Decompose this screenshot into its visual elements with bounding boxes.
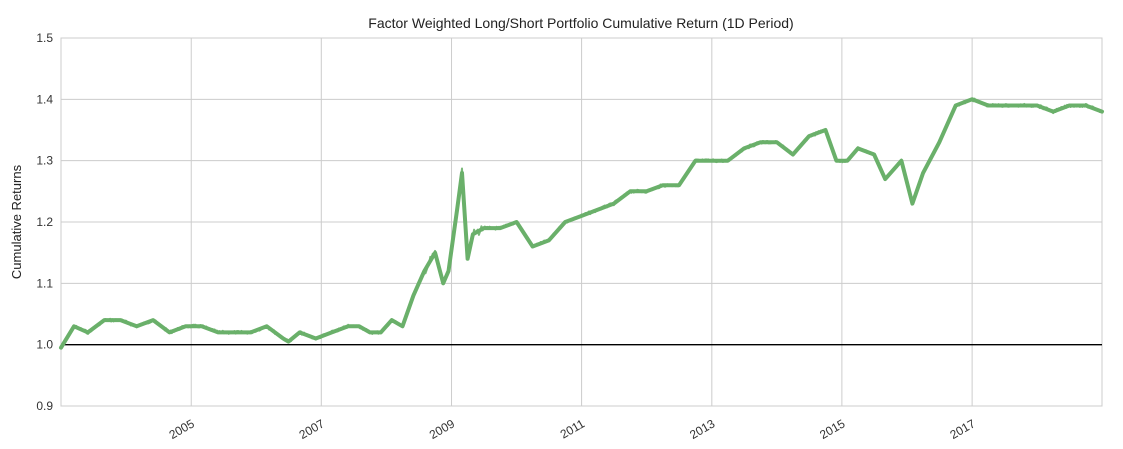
y-tick-label: 1.2 — [36, 215, 53, 229]
plot-frame — [60, 37, 1103, 407]
y-tick-label: 1.5 — [36, 31, 53, 45]
x-tick-label: 2007 — [297, 416, 327, 442]
x-tick-label: 2013 — [687, 416, 717, 442]
grid — [61, 37, 1102, 407]
series-line-noise — [60, 97, 1103, 349]
x-tick-label: 2011 — [558, 416, 588, 441]
x-tick-label: 2017 — [947, 416, 977, 442]
y-tick-label: 1.3 — [36, 154, 53, 168]
y-tick-label: 0.9 — [36, 399, 53, 413]
chart-title: Factor Weighted Long/Short Portfolio Cum… — [368, 15, 793, 31]
x-axis: 2005 2007 2009 2011 2013 2015 2017 — [167, 416, 978, 442]
y-tick-label: 1.0 — [36, 338, 53, 352]
x-tick-label: 2005 — [167, 416, 197, 442]
x-tick-label: 2015 — [817, 416, 847, 442]
y-axis: 0.9 1.0 1.1 1.2 1.3 1.4 1.5 — [36, 31, 53, 413]
y-tick-label: 1.4 — [36, 92, 53, 106]
y-axis-label: Cumulative Returns — [9, 164, 24, 279]
y-tick-label: 1.1 — [36, 276, 53, 290]
x-tick-label: 2009 — [427, 416, 457, 442]
